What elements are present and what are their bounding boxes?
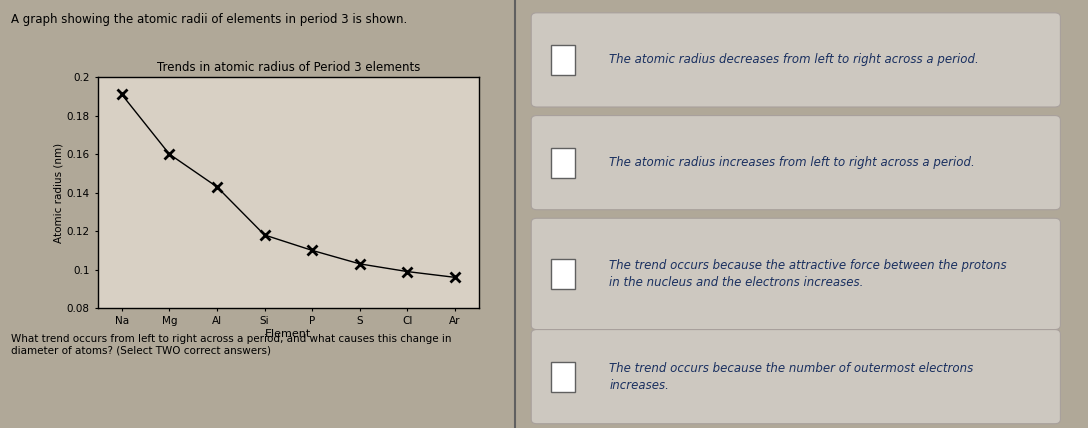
Text: The trend occurs because the attractive force between the protons
in the nucleus: The trend occurs because the attractive … [609,259,1006,289]
FancyBboxPatch shape [551,362,574,392]
Text: A graph showing the atomic radii of elements in period 3 is shown.: A graph showing the atomic radii of elem… [11,13,407,26]
Text: The trend occurs because the number of outermost electrons
increases.: The trend occurs because the number of o… [609,362,974,392]
FancyBboxPatch shape [551,45,574,75]
Text: What trend occurs from left to right across a period, and what causes this chang: What trend occurs from left to right acr… [11,334,452,355]
Y-axis label: Atomic radius (nm): Atomic radius (nm) [53,143,64,243]
X-axis label: Element: Element [265,329,311,339]
FancyBboxPatch shape [531,330,1061,424]
Title: Trends in atomic radius of Period 3 elements: Trends in atomic radius of Period 3 elem… [157,62,420,74]
FancyBboxPatch shape [531,116,1061,210]
Text: The atomic radius increases from left to right across a period.: The atomic radius increases from left to… [609,156,975,169]
FancyBboxPatch shape [531,218,1061,330]
Text: The atomic radius decreases from left to right across a period.: The atomic radius decreases from left to… [609,54,979,66]
FancyBboxPatch shape [531,13,1061,107]
FancyBboxPatch shape [551,259,574,289]
FancyBboxPatch shape [551,148,574,178]
